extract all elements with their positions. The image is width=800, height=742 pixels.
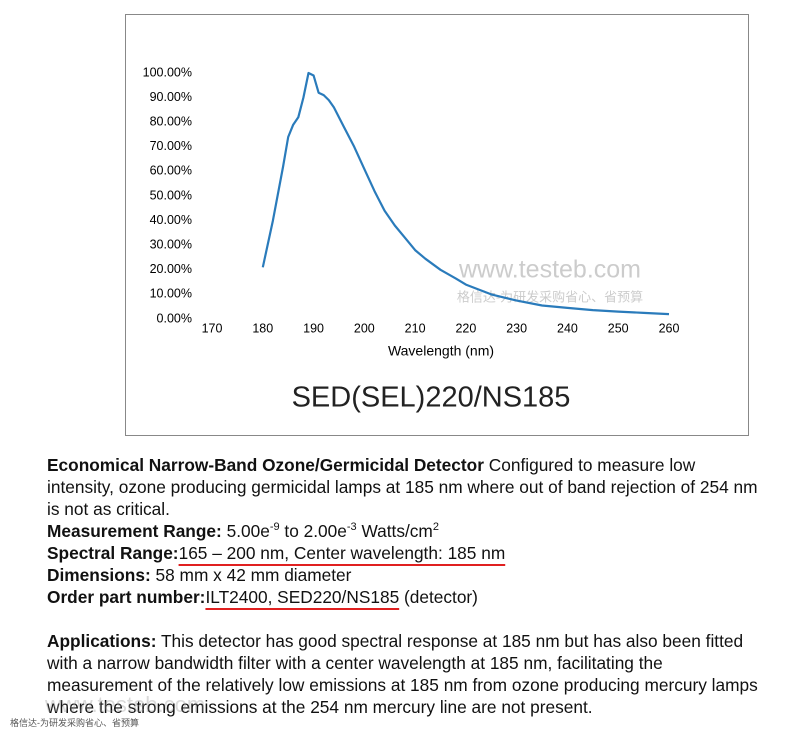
label: Spectral Range: [47,543,179,563]
heading: Economical Narrow-Band Ozone/Germicidal … [47,455,484,475]
order: Order part number:ILT2400, SED220/NS185 … [47,586,765,608]
y-tick-label: 40.00% [150,213,192,227]
x-tick-label: 180 [252,321,273,335]
exponent: -9 [269,521,280,534]
exponent: 2 [432,521,439,534]
x-tick-label: 240 [557,321,578,335]
y-tick-label: 90.00% [150,90,192,104]
watermark: www.testeb.com [45,692,206,717]
exponent: -3 [346,521,357,534]
x-tick-label: 250 [608,321,629,335]
label: Measurement Range: [47,521,222,541]
text: 165 – 200 nm, Center wavelength: 185 nm [178,543,506,563]
y-tick-label: 70.00% [150,139,192,153]
line [261,71,670,316]
text: to 2.00e [279,521,347,541]
y-tick-label: 80.00% [150,114,192,128]
chart: Wavelength (nm) SED(SEL)220/NS185 www.te… [143,65,680,414]
applications: Applications: This detector has good spe… [47,630,765,718]
watermark: 格信达-为研发采购省心、省预算 [457,289,643,304]
x-tick-label: 220 [455,321,476,335]
y-tick-label: 0.00% [157,311,192,325]
text: 5.00e [221,521,270,541]
spectral: Spectral Range:165 – 200 nm, Center wave… [47,542,765,564]
text: 58 mm x 42 mm diameter [150,565,352,585]
chart-frame: Wavelength (nm) SED(SEL)220/NS185 www.te… [125,14,749,436]
text: This detector has good spectral response… [47,631,758,717]
x-tick-label: 230 [506,321,527,335]
y-tick-label: 30.00% [150,237,192,251]
x-tick-label: 170 [202,321,223,335]
watermark: www.testeb.com [458,256,641,284]
label: Dimensions: [47,565,151,585]
y-tick-label: 20.00% [150,262,192,276]
y-tick-label: 100.00% [143,65,192,79]
x-tick-label: 260 [659,321,680,335]
x-tick-label: 200 [354,321,375,335]
intro: Economical Narrow-Band Ozone/Germicidal … [47,454,765,520]
x-tick-label: 190 [303,321,324,335]
y-tick-label: 60.00% [150,164,192,178]
text: ILT2400, SED220/NS185 [205,587,400,607]
measurement: Measurement Range: 5.00e-9 to 2.00e-3 Wa… [47,520,765,542]
x-axis-label: Wavelength (nm) [388,343,494,359]
label: Order part number: [47,587,206,607]
description: Economical Narrow-Band Ozone/Germicidal … [47,454,765,718]
x-tick-label: 210 [405,321,426,335]
chart-title: SED(SEL)220/NS185 [292,382,571,414]
watermark: 格信达-为研发采购省心、省预算 [10,718,139,728]
y-tick-label: 50.00% [150,188,192,202]
text: Configured to measure low intensity, ozo… [47,455,758,519]
y-tick-label: 10.00% [150,287,192,301]
text: Watts/cm [356,521,433,541]
label: Applications: [47,631,157,651]
dimensions: Dimensions: 58 mm x 42 mm diameter [47,564,765,586]
text: (detector) [399,587,478,607]
